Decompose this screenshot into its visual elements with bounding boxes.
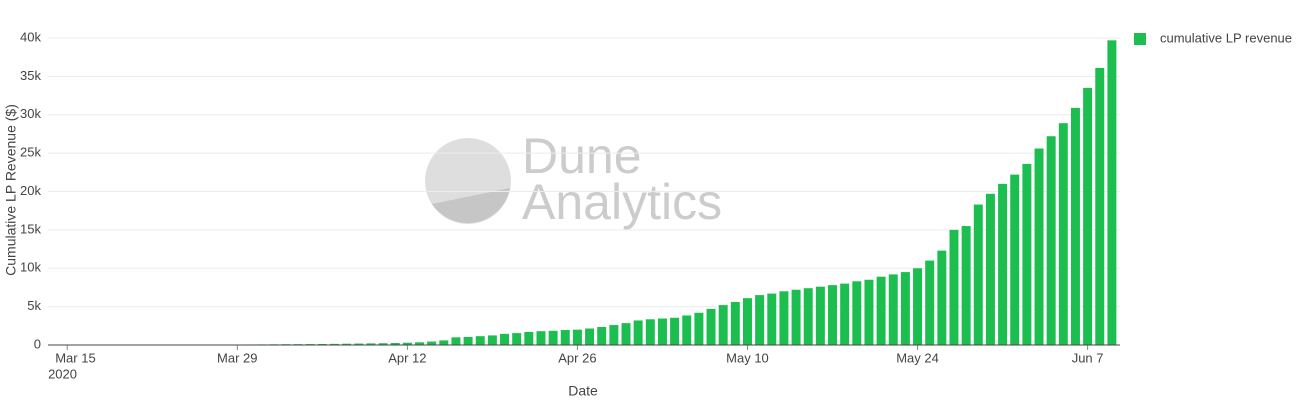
bar	[1022, 163, 1032, 345]
legend-label: cumulative LP revenue	[1160, 30, 1292, 45]
bar	[560, 330, 570, 345]
bar	[913, 268, 923, 345]
x-tick-label: Mar 15	[55, 350, 95, 365]
bar	[682, 315, 692, 345]
y-tick-label: 10k	[20, 260, 41, 275]
watermark-logo-shade	[432, 188, 510, 224]
bar	[767, 293, 777, 345]
watermark-text: Analytics	[522, 174, 722, 230]
bar	[487, 335, 497, 345]
bar	[973, 204, 983, 345]
y-tick-label: 15k	[20, 221, 41, 236]
watermark: Dune Analytics	[425, 128, 722, 230]
bar	[621, 323, 631, 345]
bar	[451, 337, 461, 345]
bar	[803, 288, 813, 345]
bar	[657, 318, 667, 345]
bar	[718, 305, 728, 345]
bar	[378, 343, 388, 345]
bar	[1083, 87, 1093, 345]
x-tick-label: May 24	[896, 350, 939, 365]
bar	[1058, 123, 1068, 345]
bar	[840, 283, 850, 345]
bar	[1010, 174, 1020, 345]
bar	[645, 319, 655, 345]
bar	[633, 320, 643, 345]
bar	[439, 340, 449, 345]
bar	[475, 336, 485, 345]
bar	[366, 343, 376, 345]
bar	[949, 229, 959, 345]
bar	[985, 193, 995, 345]
x-tick-label: Apr 26	[558, 350, 596, 365]
bar	[1107, 40, 1117, 346]
y-tick-label: 40k	[20, 29, 41, 44]
y-tick-label: 30k	[20, 106, 41, 121]
bar	[791, 289, 801, 345]
watermark-text: Dune	[522, 128, 642, 184]
y-tick-label: 5k	[27, 298, 41, 313]
bar	[670, 317, 680, 345]
bar	[427, 341, 437, 345]
bar	[572, 329, 582, 345]
y-tick-label: 25k	[20, 145, 41, 160]
bar	[329, 343, 339, 345]
bar	[585, 328, 595, 345]
legend-swatch	[1134, 33, 1146, 45]
bar	[463, 336, 473, 345]
x-tick-label: Mar 29	[217, 350, 257, 365]
bar	[1095, 67, 1105, 346]
bar	[415, 342, 424, 345]
y-tick-label: 20k	[20, 183, 41, 198]
bar	[694, 312, 704, 345]
bar	[755, 295, 765, 345]
bar	[524, 331, 534, 345]
bar	[609, 325, 619, 345]
bar	[742, 298, 752, 345]
bar	[876, 276, 886, 345]
bar	[512, 333, 522, 345]
bar	[730, 302, 740, 345]
bar	[828, 285, 838, 345]
bar	[864, 279, 874, 345]
y-axis-title: Cumulative LP Revenue ($)	[3, 104, 19, 276]
bar	[779, 291, 789, 345]
bar	[961, 226, 971, 345]
x-axis-title: Date	[568, 383, 598, 399]
bar	[342, 343, 352, 345]
y-tick-label: 0	[34, 336, 41, 351]
bar	[900, 272, 910, 345]
bar	[998, 183, 1008, 345]
x-tick-label: May 10	[726, 350, 769, 365]
bar	[402, 342, 412, 345]
bar	[500, 333, 510, 345]
x-tick-label: Jun 7	[1072, 350, 1104, 365]
bar	[888, 274, 898, 345]
bar	[706, 308, 716, 345]
bar	[852, 281, 862, 345]
bar	[548, 330, 558, 345]
bar	[1070, 107, 1080, 345]
bar	[536, 331, 546, 345]
y-tick-label: 35k	[20, 68, 41, 83]
bar	[597, 326, 607, 345]
bar	[815, 286, 825, 345]
x-tick-label: Apr 12	[388, 350, 426, 365]
bar	[1046, 136, 1056, 345]
bar	[937, 250, 947, 345]
x-tick-year: 2020	[48, 366, 77, 381]
bar	[354, 343, 364, 345]
bar	[1034, 148, 1044, 345]
bar	[925, 260, 935, 345]
bar	[390, 343, 400, 345]
